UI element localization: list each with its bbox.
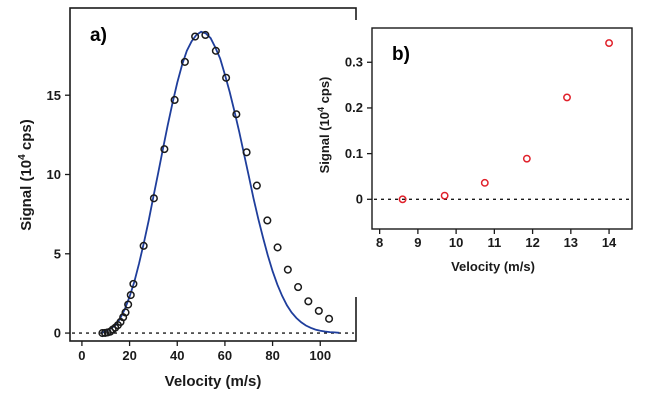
panel-b-data-point bbox=[522, 154, 531, 163]
panel-a-data-point bbox=[242, 148, 251, 157]
panel-a-y-axis-title: Signal (104 cps) bbox=[17, 119, 35, 230]
panel-a-y-axis-title-sup: 4 bbox=[17, 154, 28, 160]
panel-a-y-axis-title-tail: cps) bbox=[18, 119, 35, 154]
panel-a-data-point bbox=[232, 110, 241, 119]
panel-b-data-point bbox=[563, 93, 571, 102]
panel-b-y-tick-label: 0.3 bbox=[345, 54, 363, 69]
panel-a-data-point bbox=[139, 241, 148, 250]
panel-b-y-tick-label: 0.2 bbox=[345, 100, 363, 115]
panel-a-x-tick-label: 100 bbox=[309, 348, 331, 363]
panel-a: a) 0 20 40 60 80 100 0 5 10 15 Velocity (m/s) Sig… bbox=[17, 7, 357, 390]
panel-b-x-tick-label: 11 bbox=[487, 235, 501, 250]
panel-a-y-axis-title-main: Signal (10 bbox=[18, 160, 35, 231]
panel-a-data-point bbox=[160, 145, 169, 154]
panel-a-data-point bbox=[273, 243, 282, 252]
panel-a-fit-curve bbox=[100, 30, 340, 334]
panel-b-x-tick-label: 8 bbox=[376, 235, 383, 250]
panel-b-backdrop bbox=[306, 20, 640, 297]
panel-a-y-tick-label: 0 bbox=[54, 326, 61, 341]
panel-a-data-point bbox=[98, 329, 107, 338]
panel-b-y-tick-label: 0 bbox=[356, 192, 363, 207]
panel-a-data-point bbox=[294, 283, 303, 292]
panel-b-x-tick-label: 13 bbox=[564, 235, 578, 250]
panel-a-points bbox=[98, 30, 334, 338]
panel-a-ticks: 0 20 40 60 80 100 0 5 10 15 bbox=[47, 88, 332, 363]
panel-a-data-point bbox=[126, 290, 135, 300]
panel-b-x-tick-label: 10 bbox=[449, 235, 463, 250]
panel-a-data-point bbox=[149, 194, 158, 203]
panel-a-data-point bbox=[121, 308, 130, 317]
panel-b-ticks: 8 9 10 11 12 13 14 0 0.1 0.2 0.3 bbox=[345, 54, 617, 250]
panel-a-y-tick-label: 10 bbox=[47, 167, 61, 182]
panel-b-data-point bbox=[480, 178, 489, 187]
panel-a-x-tick-label: 80 bbox=[265, 348, 279, 363]
panel-b-x-axis-title: Velocity (m/s) bbox=[451, 259, 535, 274]
panel-a-data-point bbox=[252, 181, 261, 190]
panel-a-data-point bbox=[201, 30, 210, 40]
panel-a-x-tick-label: 40 bbox=[170, 348, 184, 363]
panel-a-data-point bbox=[263, 216, 272, 225]
panel-b-data-point bbox=[605, 39, 614, 48]
panel-a-data-point bbox=[124, 300, 133, 309]
panel-b-x-tick-label: 9 bbox=[414, 235, 421, 250]
panel-b-y-axis-title-main: Signal (10 bbox=[317, 112, 332, 173]
panel-a-data-point bbox=[129, 279, 138, 288]
panel-a-data-point bbox=[222, 73, 231, 82]
panel-b-data-point bbox=[398, 195, 407, 204]
panel-a-y-tick-label: 15 bbox=[47, 88, 61, 103]
panel-b-label: b) bbox=[392, 44, 410, 65]
panel-a-data-point bbox=[191, 32, 200, 41]
panel-b-x-tick-label: 14 bbox=[602, 235, 617, 250]
panel-a-data-point bbox=[170, 95, 179, 105]
panel-b-data-point bbox=[440, 191, 449, 200]
panel-b-points bbox=[398, 39, 614, 204]
panel-a-data-point bbox=[304, 297, 313, 306]
panel-a-data-point bbox=[283, 265, 292, 274]
panel-a-y-tick-label: 5 bbox=[54, 246, 61, 261]
panel-b-y-axis-title-sup: 4 bbox=[316, 107, 326, 112]
panel-b-y-tick-label: 0.1 bbox=[345, 146, 363, 161]
panel-a-data-point bbox=[314, 306, 323, 315]
panel-a-label: a) bbox=[90, 25, 107, 46]
panel-b-y-axis-title: Signal (104 cps) bbox=[316, 77, 332, 174]
panel-a-x-tick-label: 60 bbox=[218, 348, 232, 363]
panel-b-x-tick-label: 12 bbox=[525, 235, 539, 250]
panel-a-x-tick-label: 0 bbox=[78, 348, 85, 363]
panel-b-y-axis-title-tail: cps) bbox=[317, 77, 332, 107]
panel-a-data-point bbox=[180, 57, 189, 66]
panel-a-x-axis-title: Velocity (m/s) bbox=[165, 373, 262, 390]
panel-b-frame bbox=[371, 27, 633, 230]
panel-a-data-point bbox=[325, 314, 334, 323]
panel-a-x-tick-label: 20 bbox=[122, 348, 136, 363]
panel-b: b) 8 9 10 11 12 13 14 0 0.1 0.2 0.3 Velocity (m/s)… bbox=[306, 20, 640, 297]
panel-a-data-point bbox=[211, 46, 220, 55]
